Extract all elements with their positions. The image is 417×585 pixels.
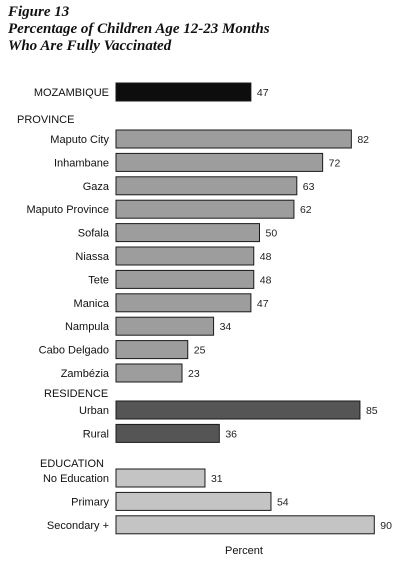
group-heading-residence: RESIDENCE bbox=[44, 388, 108, 400]
category-label-zamb-zia: Zambézia bbox=[61, 368, 110, 380]
value-label-rural: 36 bbox=[225, 428, 237, 440]
value-label-zamb-zia: 23 bbox=[188, 368, 200, 380]
value-label-gaza: 63 bbox=[303, 181, 315, 193]
figure-title: Figure 13 Percentage of Children Age 12-… bbox=[8, 4, 270, 55]
bar-mozambique bbox=[115, 82, 252, 102]
value-label-maputo-city: 82 bbox=[357, 134, 369, 146]
bar-tete bbox=[115, 269, 255, 289]
bar-maputo-city bbox=[115, 129, 352, 149]
bar-manica bbox=[115, 293, 252, 313]
value-label-sofala: 50 bbox=[266, 228, 278, 240]
value-label-secondary: 90 bbox=[380, 520, 392, 532]
bar-secondary bbox=[115, 515, 375, 535]
category-label-tete: Tete bbox=[88, 274, 109, 286]
bar-rural bbox=[115, 423, 220, 443]
value-label-niassa: 48 bbox=[260, 251, 272, 263]
bar-cabo-delgado bbox=[115, 340, 189, 360]
value-label-cabo-delgado: 25 bbox=[194, 345, 206, 357]
value-label-no-education: 31 bbox=[211, 473, 223, 485]
x-axis-label: Percent bbox=[225, 545, 263, 557]
figure-label: Figure 13 bbox=[8, 4, 70, 20]
value-label-maputo-province: 62 bbox=[300, 204, 312, 216]
bar-primary bbox=[115, 491, 272, 511]
category-label-manica: Manica bbox=[74, 298, 110, 310]
figure-title-line-1: Percentage of Children Age 12-23 Months bbox=[8, 21, 270, 37]
category-label-inhambane: Inhambane bbox=[54, 157, 109, 169]
category-label-secondary: Secondary + bbox=[47, 520, 109, 532]
category-label-maputo-city: Maputo City bbox=[50, 134, 109, 146]
bar-sofala bbox=[115, 223, 260, 243]
category-label-nampula: Nampula bbox=[65, 321, 110, 333]
bar-zamb-zia bbox=[115, 363, 183, 383]
category-label-mozambique: MOZAMBIQUE bbox=[34, 87, 109, 99]
bar-urban bbox=[115, 400, 361, 420]
bar-niassa bbox=[115, 246, 255, 266]
category-label-maputo-province: Maputo Province bbox=[26, 204, 109, 216]
category-label-sofala: Sofala bbox=[78, 228, 110, 240]
value-label-tete: 48 bbox=[260, 274, 272, 286]
category-label-cabo-delgado: Cabo Delgado bbox=[39, 345, 109, 357]
bar-nampula bbox=[115, 316, 215, 336]
value-label-inhambane: 72 bbox=[329, 157, 341, 169]
bar-no-education bbox=[115, 468, 206, 488]
category-label-gaza: Gaza bbox=[83, 181, 110, 193]
group-heading-education: EDUCATION bbox=[40, 458, 104, 470]
group-heading-province: PROVINCE bbox=[17, 114, 74, 126]
bar-gaza bbox=[115, 176, 298, 196]
bar-maputo-province bbox=[115, 199, 295, 219]
value-label-urban: 85 bbox=[366, 405, 378, 417]
category-label-urban: Urban bbox=[79, 405, 109, 417]
value-label-manica: 47 bbox=[257, 298, 269, 310]
value-label-mozambique: 47 bbox=[257, 87, 269, 99]
category-label-niassa: Niassa bbox=[75, 251, 110, 263]
figure-title-line-2: Who Are Fully Vaccinated bbox=[8, 38, 172, 54]
value-label-nampula: 34 bbox=[220, 321, 232, 333]
category-label-primary: Primary bbox=[71, 496, 109, 508]
category-label-no-education: No Education bbox=[43, 473, 109, 485]
category-label-rural: Rural bbox=[83, 428, 109, 440]
bar-inhambane bbox=[115, 152, 324, 172]
value-label-primary: 54 bbox=[277, 496, 289, 508]
